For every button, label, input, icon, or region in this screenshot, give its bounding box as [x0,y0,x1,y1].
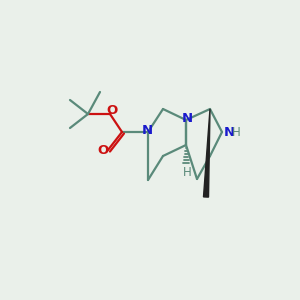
Text: N: N [182,112,193,125]
Text: O: O [106,103,118,116]
Text: O: O [98,145,109,158]
Text: H: H [183,166,191,179]
Text: N: N [224,125,235,139]
Text: N: N [141,124,153,137]
Text: H: H [232,127,241,140]
Polygon shape [203,109,210,197]
